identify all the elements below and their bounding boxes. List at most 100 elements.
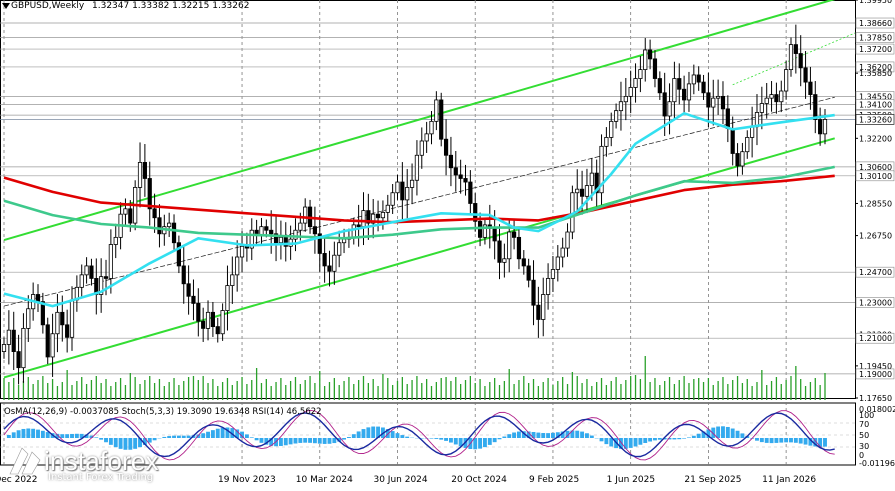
osma-bar <box>682 438 686 439</box>
candle-body <box>124 209 127 214</box>
osma-bar <box>201 433 205 438</box>
candle-body <box>22 328 25 367</box>
osma-bar <box>206 432 210 438</box>
candle-body <box>61 312 64 324</box>
osma-bar <box>250 437 254 438</box>
candle-body <box>580 189 583 196</box>
candle-body <box>644 50 647 70</box>
osma-bar <box>12 432 16 438</box>
candle-body <box>172 223 175 243</box>
osma-bar <box>347 437 351 438</box>
osma-bar <box>454 438 458 444</box>
candle-body <box>114 237 117 244</box>
candle-body <box>566 232 569 248</box>
candle-body <box>85 266 88 275</box>
price-axis-label: 1.32200 <box>859 134 892 143</box>
osma-bar <box>308 438 312 443</box>
candle-body <box>279 237 282 242</box>
osma-bar <box>255 438 259 440</box>
candle-body <box>464 178 467 182</box>
osma-bar <box>400 435 404 438</box>
osma-bar <box>65 434 69 438</box>
instaforex-watermark: instaforex Instant Forex Trading <box>6 444 159 478</box>
candle-body <box>780 91 783 102</box>
osma-bar <box>366 427 370 438</box>
ohlc-readout: 1.32347 1.33382 1.32215 1.33262 <box>92 1 249 11</box>
osma-bar <box>770 438 774 443</box>
candle-body <box>449 155 452 167</box>
candle-body <box>381 212 384 217</box>
candle-body <box>789 45 792 70</box>
osma-bar <box>318 438 322 444</box>
osma-bar <box>687 437 691 438</box>
osma-bar <box>604 438 608 444</box>
candle-body <box>653 59 656 79</box>
osma-bar <box>167 436 171 438</box>
price-axis-label: 1.39950 <box>859 0 892 5</box>
osma-bar <box>580 432 584 438</box>
candle-body <box>104 277 107 279</box>
candle-body <box>46 325 49 357</box>
osma-bar <box>298 438 302 443</box>
candle-body <box>391 193 394 205</box>
channel-extension-line <box>733 33 855 85</box>
candle-body <box>546 278 549 294</box>
osma-bar <box>502 437 506 438</box>
osma-bar <box>357 431 361 438</box>
candle-body <box>585 186 588 197</box>
candle-body <box>328 266 331 271</box>
candle-body <box>804 68 807 82</box>
candle-body <box>90 266 93 278</box>
candle-body <box>342 239 345 243</box>
candle-body <box>226 286 229 311</box>
osma-bar <box>658 438 662 440</box>
price-axis-label: 1.28550 <box>859 199 892 208</box>
osma-bar <box>182 436 186 438</box>
osma-bar <box>590 436 594 438</box>
candle-body <box>770 95 773 99</box>
candle-body <box>716 96 719 98</box>
candle-body <box>36 294 39 301</box>
osma-bar <box>153 438 157 440</box>
candle-body <box>634 79 637 88</box>
moving-average-teal <box>4 167 835 238</box>
osma-bar <box>7 435 11 438</box>
osma-bar <box>799 438 803 444</box>
candle-body <box>517 237 520 258</box>
candle-body <box>410 180 413 187</box>
osma-bar <box>396 433 400 438</box>
candle-body <box>182 266 185 284</box>
osma-bar <box>789 438 793 442</box>
candle-body <box>775 95 778 102</box>
candle-body <box>109 245 112 279</box>
candle-body <box>532 280 535 305</box>
osma-bar <box>260 438 264 443</box>
osma-bar <box>784 438 788 442</box>
candle-body <box>299 223 302 230</box>
price-axis-label: 1.37200 <box>859 45 892 54</box>
osma-bar <box>279 438 283 446</box>
osma-bar <box>672 438 676 439</box>
candle-body <box>712 98 715 107</box>
osma-bar <box>551 433 555 438</box>
osma-bar <box>653 438 657 440</box>
candle-body <box>138 162 141 187</box>
osma-bar <box>362 429 366 438</box>
osma-bar <box>162 437 166 438</box>
candle-body <box>741 152 744 166</box>
indicator-axis-label: 70 <box>859 420 869 429</box>
candle-body <box>415 155 418 180</box>
x-tick-label: 1 Jun 2025 <box>607 475 655 485</box>
symbol-label: GBPUSD,Weekly <box>11 1 84 11</box>
candle-body <box>624 96 627 101</box>
candle-body <box>663 93 666 116</box>
osma-bar <box>755 438 759 441</box>
candle-body <box>386 205 389 212</box>
osma-bar <box>760 438 764 442</box>
osma-bar <box>332 438 336 443</box>
candle-body <box>211 312 214 326</box>
candle-body <box>153 209 156 218</box>
candle-body <box>614 111 617 122</box>
price-axis-label: 1.37850 <box>859 33 892 42</box>
instaforex-logo-icon <box>6 444 44 478</box>
